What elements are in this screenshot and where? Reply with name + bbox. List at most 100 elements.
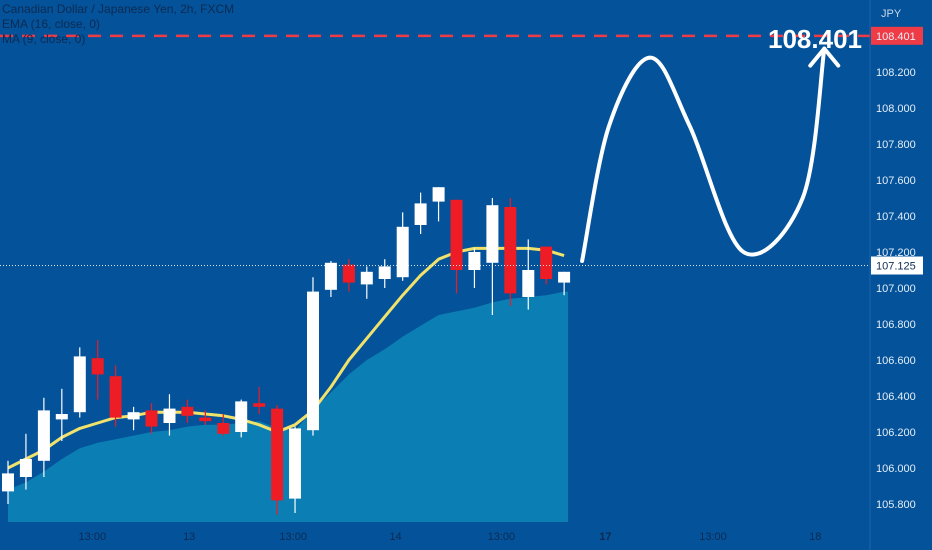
- candle-body: [19, 459, 32, 477]
- legend-ema[interactable]: EMA (16, close, 0): [2, 17, 101, 31]
- y-tick-label: 106.600: [876, 355, 916, 367]
- forecast-path: [580, 46, 827, 263]
- target-annotation: 108.401: [768, 24, 862, 54]
- candle-body: [127, 412, 140, 420]
- candle-body: [109, 376, 122, 418]
- y-tick-label: 106.000: [876, 463, 916, 475]
- candle: [145, 403, 158, 434]
- candle: [217, 414, 230, 436]
- candle-body: [450, 199, 463, 270]
- candle: [486, 198, 499, 315]
- candle-body: [253, 403, 266, 407]
- candle-body: [432, 187, 445, 202]
- candle-body: [91, 358, 104, 375]
- y-tick-label: 107.000: [876, 283, 916, 295]
- candle: [289, 426, 301, 513]
- ema-area: [8, 291, 569, 522]
- candle: [127, 406, 140, 431]
- candle-body: [289, 428, 301, 499]
- candle: [396, 212, 409, 281]
- time-axis[interactable]: [0, 522, 870, 550]
- candle-body: [324, 262, 337, 290]
- candle: [360, 266, 373, 299]
- current-price-label: 107.125: [876, 261, 916, 273]
- candle-body: [145, 410, 158, 427]
- candle-body: [540, 246, 553, 279]
- candle-body: [73, 356, 86, 413]
- candle-body: [199, 417, 212, 422]
- price-lines-layer: [0, 34, 870, 266]
- candle: [37, 397, 50, 477]
- candle-body: [360, 271, 373, 285]
- forecast-arrowhead: [808, 46, 841, 68]
- candle-body: [271, 408, 284, 501]
- candle: [2, 460, 14, 504]
- candle-body: [2, 473, 14, 492]
- target-price-tag: [871, 26, 923, 45]
- ema-area-layer: [8, 291, 569, 522]
- y-tick-label: 107.800: [876, 139, 916, 151]
- candle-body: [163, 408, 176, 423]
- candle: [109, 365, 122, 427]
- candle-body: [217, 423, 230, 434]
- candle: [55, 388, 68, 441]
- candle-body: [181, 406, 194, 416]
- y-tick-label: 108.000: [876, 103, 916, 115]
- candle-body: [486, 205, 499, 263]
- candle: [181, 399, 194, 423]
- y-tick-label: 106.400: [876, 391, 916, 403]
- current-price-tag: [871, 256, 923, 275]
- currency-label: JPY: [881, 8, 902, 20]
- candle: [450, 199, 463, 294]
- candle: [163, 394, 176, 436]
- candles-layer: [2, 187, 571, 515]
- x-tick-label: 14: [389, 531, 401, 543]
- candle-body: [396, 226, 409, 278]
- x-tick-label: 13:00: [279, 531, 307, 543]
- candle-body: [558, 271, 571, 283]
- candle: [522, 239, 535, 310]
- legend-ma[interactable]: MA (9, close, 0): [2, 32, 86, 46]
- ma-line-layer: [7, 246, 565, 470]
- x-tick-label: 13:00: [79, 531, 107, 543]
- y-tick-label: 106.200: [876, 427, 916, 439]
- candle-body: [522, 270, 535, 297]
- x-tick-label: 13:00: [488, 531, 516, 543]
- candle-body: [37, 410, 50, 461]
- y-tick-label: 105.800: [876, 499, 916, 511]
- candle: [324, 261, 337, 297]
- candle-body: [235, 401, 248, 432]
- x-tick-label: 13: [183, 531, 195, 543]
- candle: [307, 277, 319, 436]
- target-price-label: 108.401: [876, 31, 916, 43]
- candle: [235, 399, 248, 438]
- candle: [378, 259, 391, 288]
- candle: [199, 410, 212, 425]
- legend-title[interactable]: Canadian Dollar / Japanese Yen, 2h, FXCM: [2, 2, 235, 16]
- x-tick-label: 17: [599, 531, 611, 543]
- y-tick-label: 107.200: [876, 247, 916, 259]
- candle: [414, 192, 427, 234]
- y-tick-label: 108.200: [876, 67, 916, 79]
- candle: [504, 198, 517, 306]
- price-axis-ticks: 108.200 108.000 107.800 107.600 107.400 107.2…: [876, 67, 916, 511]
- price-axis[interactable]: [870, 0, 932, 550]
- candle-body: [342, 264, 355, 283]
- candle: [253, 387, 266, 414]
- candle-body: [378, 266, 391, 279]
- y-tick-label: 106.800: [876, 319, 916, 331]
- chart-legend: Canadian Dollar / Japanese Yen, 2h, FXCM…: [2, 2, 234, 47]
- y-tick-label: 107.600: [876, 175, 916, 187]
- candle-body: [414, 203, 427, 225]
- time-axis-ticks: 13:00 13 13:00 14 13:00 17 13:00 18: [79, 531, 822, 543]
- ma-line: [7, 246, 565, 470]
- candle: [73, 347, 86, 418]
- candle: [271, 405, 284, 515]
- price-labels: 108.401 107.125: [871, 26, 923, 275]
- candle: [432, 187, 445, 222]
- candle: [342, 259, 355, 292]
- candle: [19, 433, 32, 490]
- candle-body: [468, 252, 481, 270]
